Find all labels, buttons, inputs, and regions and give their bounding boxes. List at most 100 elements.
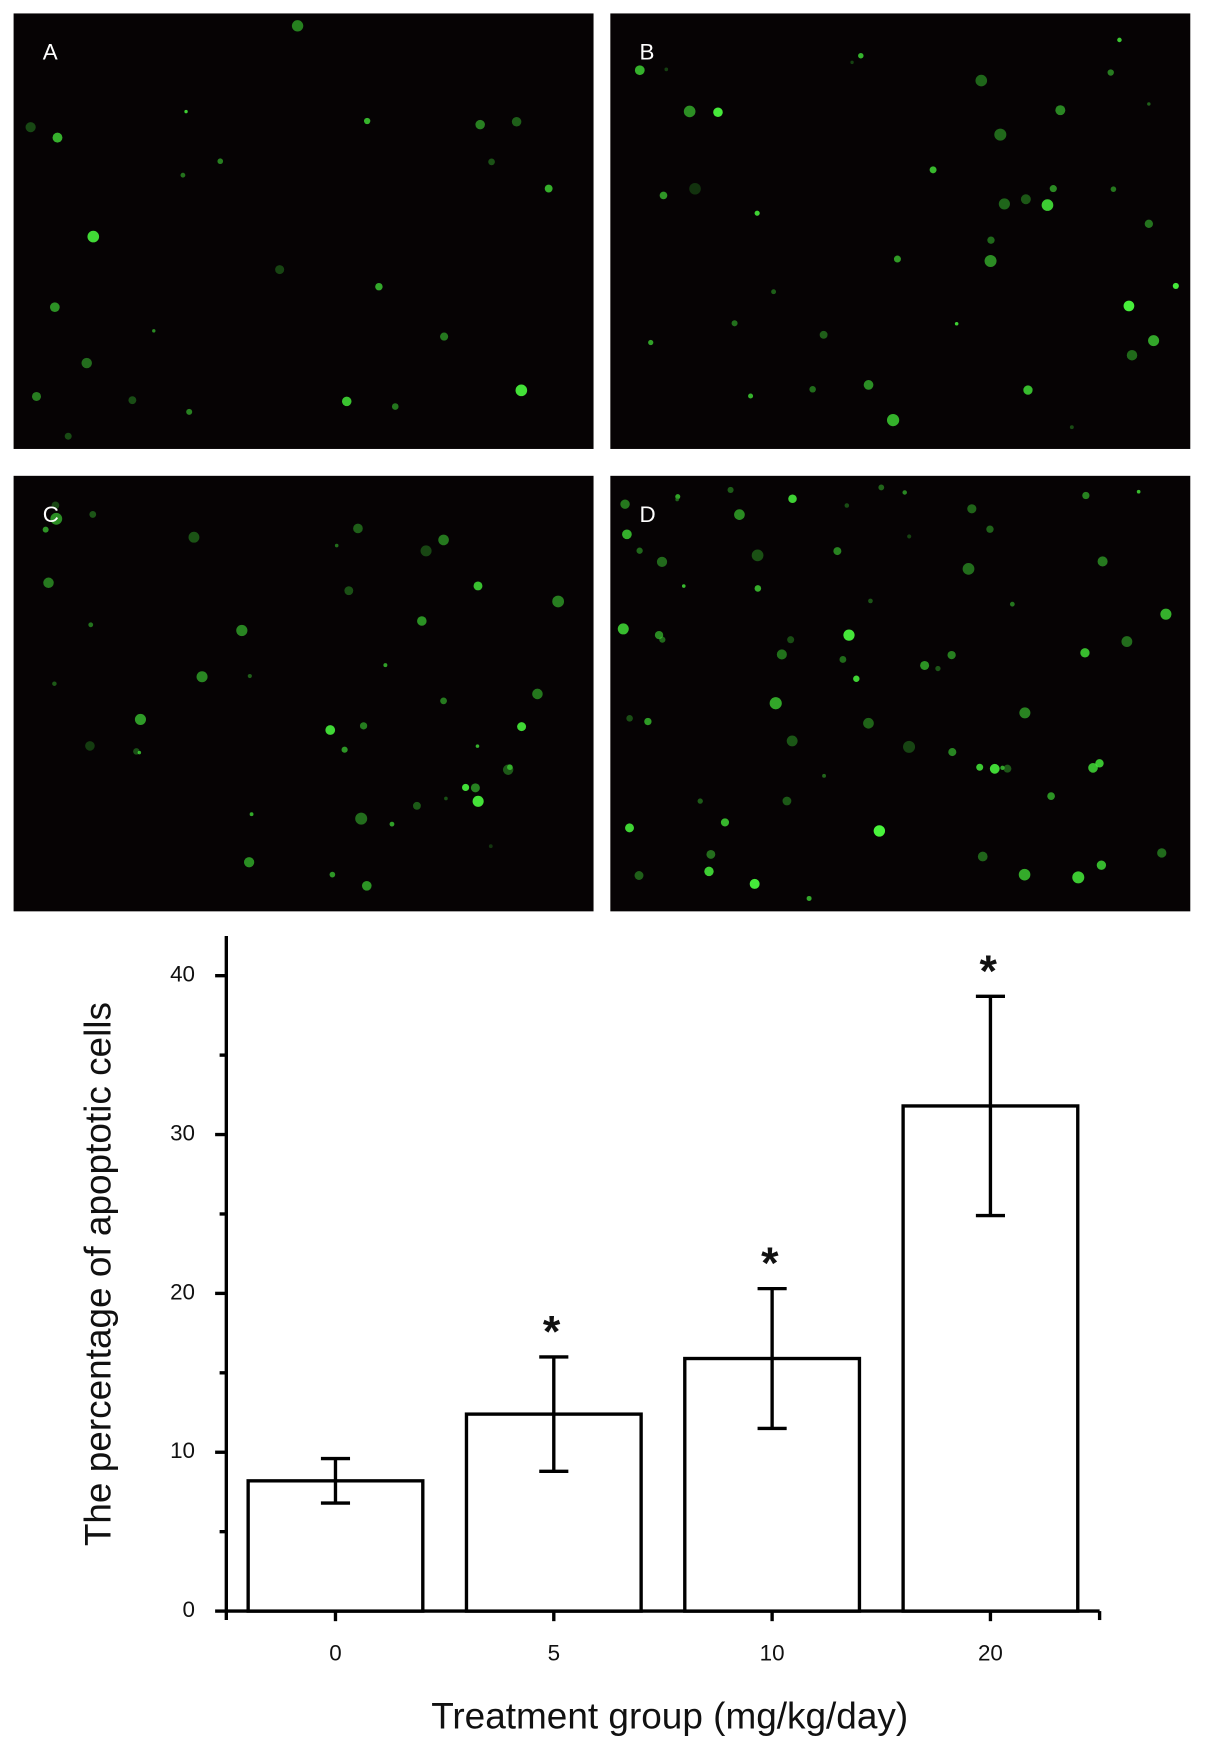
cell-spot	[1136, 489, 1141, 494]
cell-spot	[989, 763, 1000, 774]
cell-spot	[52, 681, 57, 686]
cell-spot	[1082, 491, 1090, 500]
cell-spot	[243, 857, 255, 868]
cell-spot	[994, 128, 1007, 141]
cell-spot	[128, 396, 137, 405]
cell-spot	[769, 697, 782, 710]
cell-spot	[475, 744, 480, 748]
y-axis-label: The percentage of apoptotic cells	[78, 1002, 119, 1546]
cell-spot	[706, 849, 716, 859]
cell-spot	[833, 547, 842, 556]
cell-spot	[948, 748, 957, 757]
x-tick-label: 10	[760, 1641, 785, 1666]
cell-spot	[475, 119, 485, 130]
cell-spot	[544, 184, 553, 193]
y-tick-label: 30	[170, 1120, 195, 1145]
cell-spot	[1172, 282, 1179, 289]
micrograph	[13, 475, 594, 912]
micrograph	[13, 13, 594, 449]
cell-spot	[152, 329, 156, 333]
cell-spot	[697, 798, 703, 804]
cell-spot	[659, 191, 668, 200]
panel-label: A	[43, 40, 58, 65]
cell-spot	[967, 504, 977, 514]
cell-spot	[51, 501, 60, 510]
cell-spot	[196, 671, 208, 683]
significance-marker: *	[979, 946, 997, 996]
x-axis-label: Treatment group (mg/kg/day)	[431, 1695, 908, 1736]
cell-spot	[64, 432, 72, 440]
cell-spot	[975, 74, 988, 87]
cell-spot	[391, 403, 399, 410]
cell-spot	[907, 534, 912, 539]
cell-spot	[440, 332, 449, 341]
cell-spot	[656, 556, 668, 568]
cell-spot	[87, 230, 100, 243]
cell-spot	[749, 878, 760, 889]
bar	[464, 1412, 643, 1613]
cell-spot	[515, 384, 528, 397]
cell-spot	[636, 547, 643, 554]
cell-spot	[954, 321, 959, 326]
cell-spot	[1160, 608, 1172, 620]
cell-spot	[754, 210, 760, 216]
cell-spot	[507, 764, 513, 771]
x-tick-label: 20	[978, 1641, 1003, 1666]
y-tick-label: 40	[170, 962, 195, 987]
cell-spot	[341, 396, 352, 407]
cell-spot	[134, 713, 147, 725]
cell-spot	[748, 393, 754, 399]
cell-spot	[984, 255, 997, 267]
y-tick-label: 10	[170, 1438, 195, 1463]
bar	[246, 1479, 425, 1613]
cell-spot	[462, 783, 470, 792]
cell-spot	[291, 20, 304, 32]
cell-spot	[389, 821, 395, 827]
significance-marker: *	[761, 1238, 779, 1288]
micrograph	[610, 13, 1191, 449]
cell-spot	[88, 622, 94, 628]
cell-spot	[552, 595, 565, 608]
cell-spot	[622, 529, 632, 540]
cell-spot	[920, 660, 930, 670]
cell-spot	[188, 531, 200, 543]
cell-spot	[1018, 868, 1031, 881]
cell-spot	[329, 871, 336, 878]
cell-spot	[843, 629, 855, 641]
cell-spot	[788, 494, 797, 504]
x-tick-label: 0	[329, 1641, 341, 1666]
cell-spot	[85, 741, 95, 751]
cell-spot	[935, 665, 941, 672]
cell-spot	[1047, 792, 1055, 800]
cell-spot	[247, 673, 252, 679]
cell-spot	[683, 105, 696, 118]
cell-spot	[49, 302, 60, 313]
cell-spot	[361, 880, 372, 891]
cell-spot	[754, 585, 762, 592]
cell-spot	[186, 408, 193, 415]
cell-spot	[863, 717, 874, 729]
y-tick-label: 0	[183, 1597, 195, 1622]
cell-spot	[438, 534, 449, 546]
cell-spot	[903, 740, 916, 753]
cell-spot	[809, 385, 816, 393]
cell-spot	[806, 895, 812, 901]
cell-spot	[1023, 385, 1033, 395]
cell-spot	[822, 773, 826, 778]
cell-spot	[850, 60, 854, 65]
cell-spot	[929, 166, 937, 174]
cell-spot	[31, 391, 42, 402]
cell-spot	[878, 484, 885, 491]
cell-spot	[1148, 335, 1160, 347]
cell-spot	[977, 851, 988, 862]
cell-spot	[517, 722, 527, 732]
panel-label: C	[43, 502, 59, 527]
cell-spot	[782, 796, 792, 806]
cell-spot	[648, 339, 654, 346]
cell-spot	[644, 717, 652, 726]
cell-spot	[1144, 219, 1154, 228]
cell-spot	[731, 320, 738, 327]
cell-spot	[363, 117, 371, 125]
cell-spot	[1000, 765, 1005, 770]
